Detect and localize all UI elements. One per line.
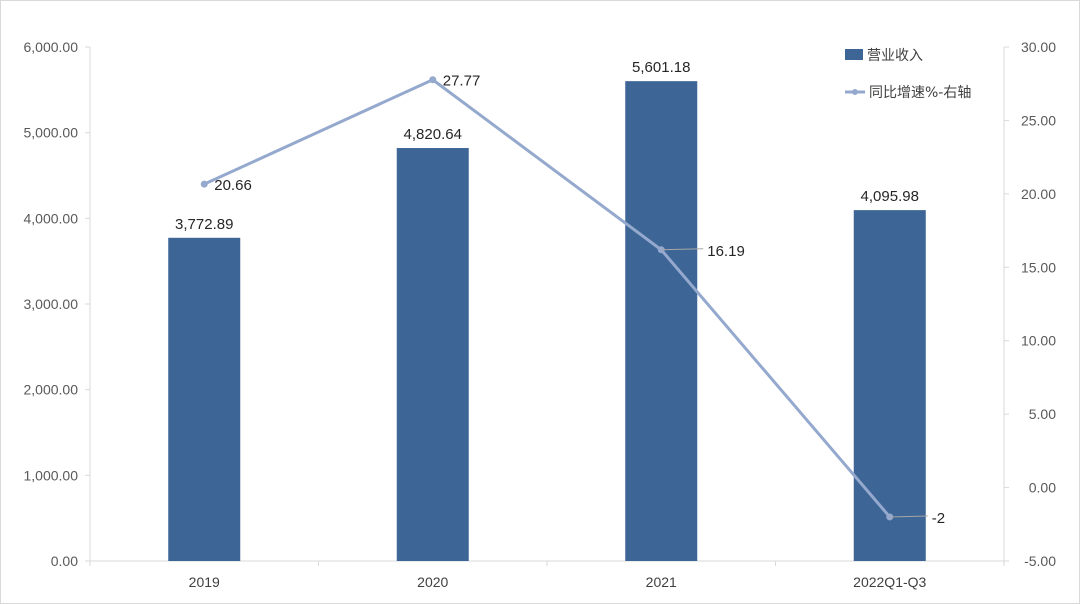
revenue-bar — [168, 237, 241, 561]
legend-label-bar: 营业收入 — [867, 48, 923, 64]
bar-value-label: 4,820.64 — [404, 126, 462, 143]
leader-line — [661, 248, 704, 251]
axes: 0.00 1,000.00 2,000.00 3,000.00 4,000.00 5,00… — [24, 39, 1057, 590]
revenue-bar — [396, 148, 469, 561]
left-tick-label: 6,000.00 — [24, 39, 79, 55]
x-tick-label: 2019 — [189, 574, 220, 590]
revenue-bar — [625, 81, 698, 561]
bar-value-label: 4,095.98 — [861, 188, 919, 205]
x-tick-label: 2021 — [646, 574, 677, 590]
right-tick-label: 15.00 — [1021, 259, 1056, 275]
legend-swatch-bar — [845, 49, 863, 60]
left-tick-label: 3,000.00 — [24, 296, 79, 312]
left-tick-label: 0.00 — [51, 553, 78, 569]
bar-value-label: 3,772.89 — [175, 216, 233, 233]
legend-label-line: 同比增速%-右轴 — [869, 85, 971, 101]
leader-line — [889, 515, 928, 518]
growth-point — [429, 76, 437, 84]
growth-line — [203, 78, 891, 518]
left-tick-label: 2,000.00 — [24, 382, 79, 398]
bar-value-label: 5,601.18 — [632, 59, 690, 76]
growth-value-label: 16.19 — [707, 243, 745, 260]
data-labels: 3,772.89 4,820.64 5,601.18 4,095.98 20.66 27.… — [175, 59, 945, 527]
x-tick-label: 2022Q1-Q3 — [853, 574, 926, 590]
right-tick-label: 20.00 — [1021, 186, 1056, 202]
right-tick-label: -5.00 — [1024, 553, 1056, 569]
right-tick-label: 10.00 — [1021, 333, 1056, 349]
x-tick-label: 2020 — [417, 574, 448, 590]
right-tick-label: 0.00 — [1029, 480, 1056, 496]
right-tick-label: 30.00 — [1021, 39, 1056, 55]
bar-series — [168, 81, 926, 561]
right-tick-label: 5.00 — [1029, 406, 1056, 422]
left-tick-label: 4,000.00 — [24, 210, 79, 226]
revenue-bar — [853, 210, 926, 561]
growth-value-label: -2 — [932, 510, 945, 527]
left-tick-label: 1,000.00 — [24, 467, 79, 483]
growth-value-label: 20.66 — [214, 177, 252, 194]
right-tick-label: 25.00 — [1021, 112, 1056, 128]
growth-point — [200, 180, 208, 188]
growth-value-label: 27.77 — [443, 73, 481, 90]
legend-swatch-marker — [852, 89, 858, 95]
left-tick-label: 5,000.00 — [24, 125, 79, 141]
